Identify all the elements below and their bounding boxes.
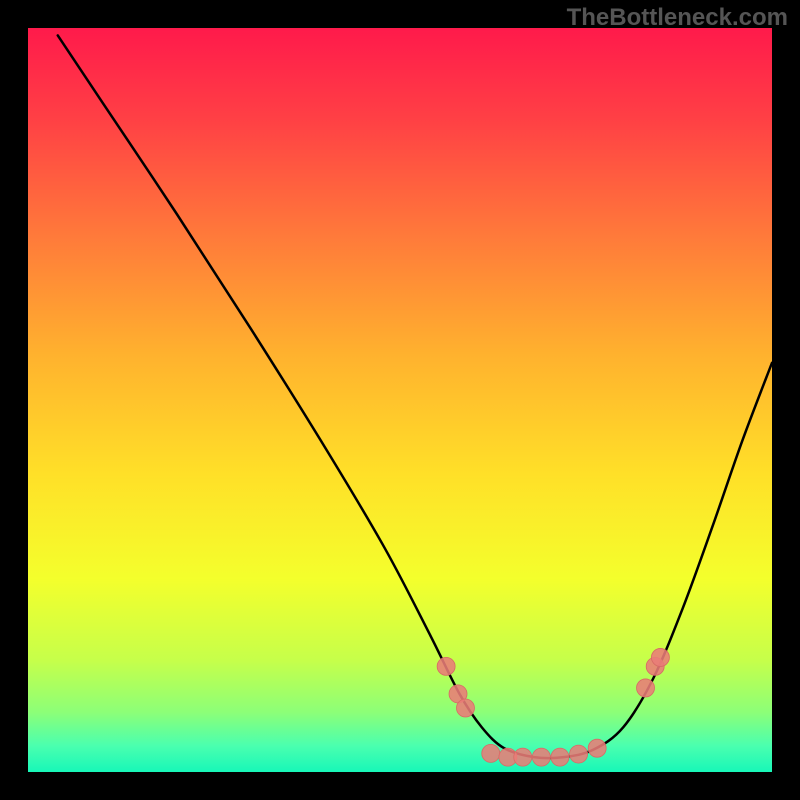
data-marker xyxy=(637,679,655,697)
data-marker xyxy=(532,748,550,766)
data-marker xyxy=(570,745,588,763)
data-marker xyxy=(551,748,569,766)
data-marker xyxy=(651,648,669,666)
data-marker xyxy=(514,748,532,766)
data-marker xyxy=(588,739,606,757)
data-marker xyxy=(437,657,455,675)
plot-area xyxy=(28,28,772,772)
data-marker xyxy=(456,699,474,717)
chart-svg xyxy=(28,28,772,772)
data-marker xyxy=(482,744,500,762)
chart-canvas: TheBottleneck.com xyxy=(0,0,800,800)
